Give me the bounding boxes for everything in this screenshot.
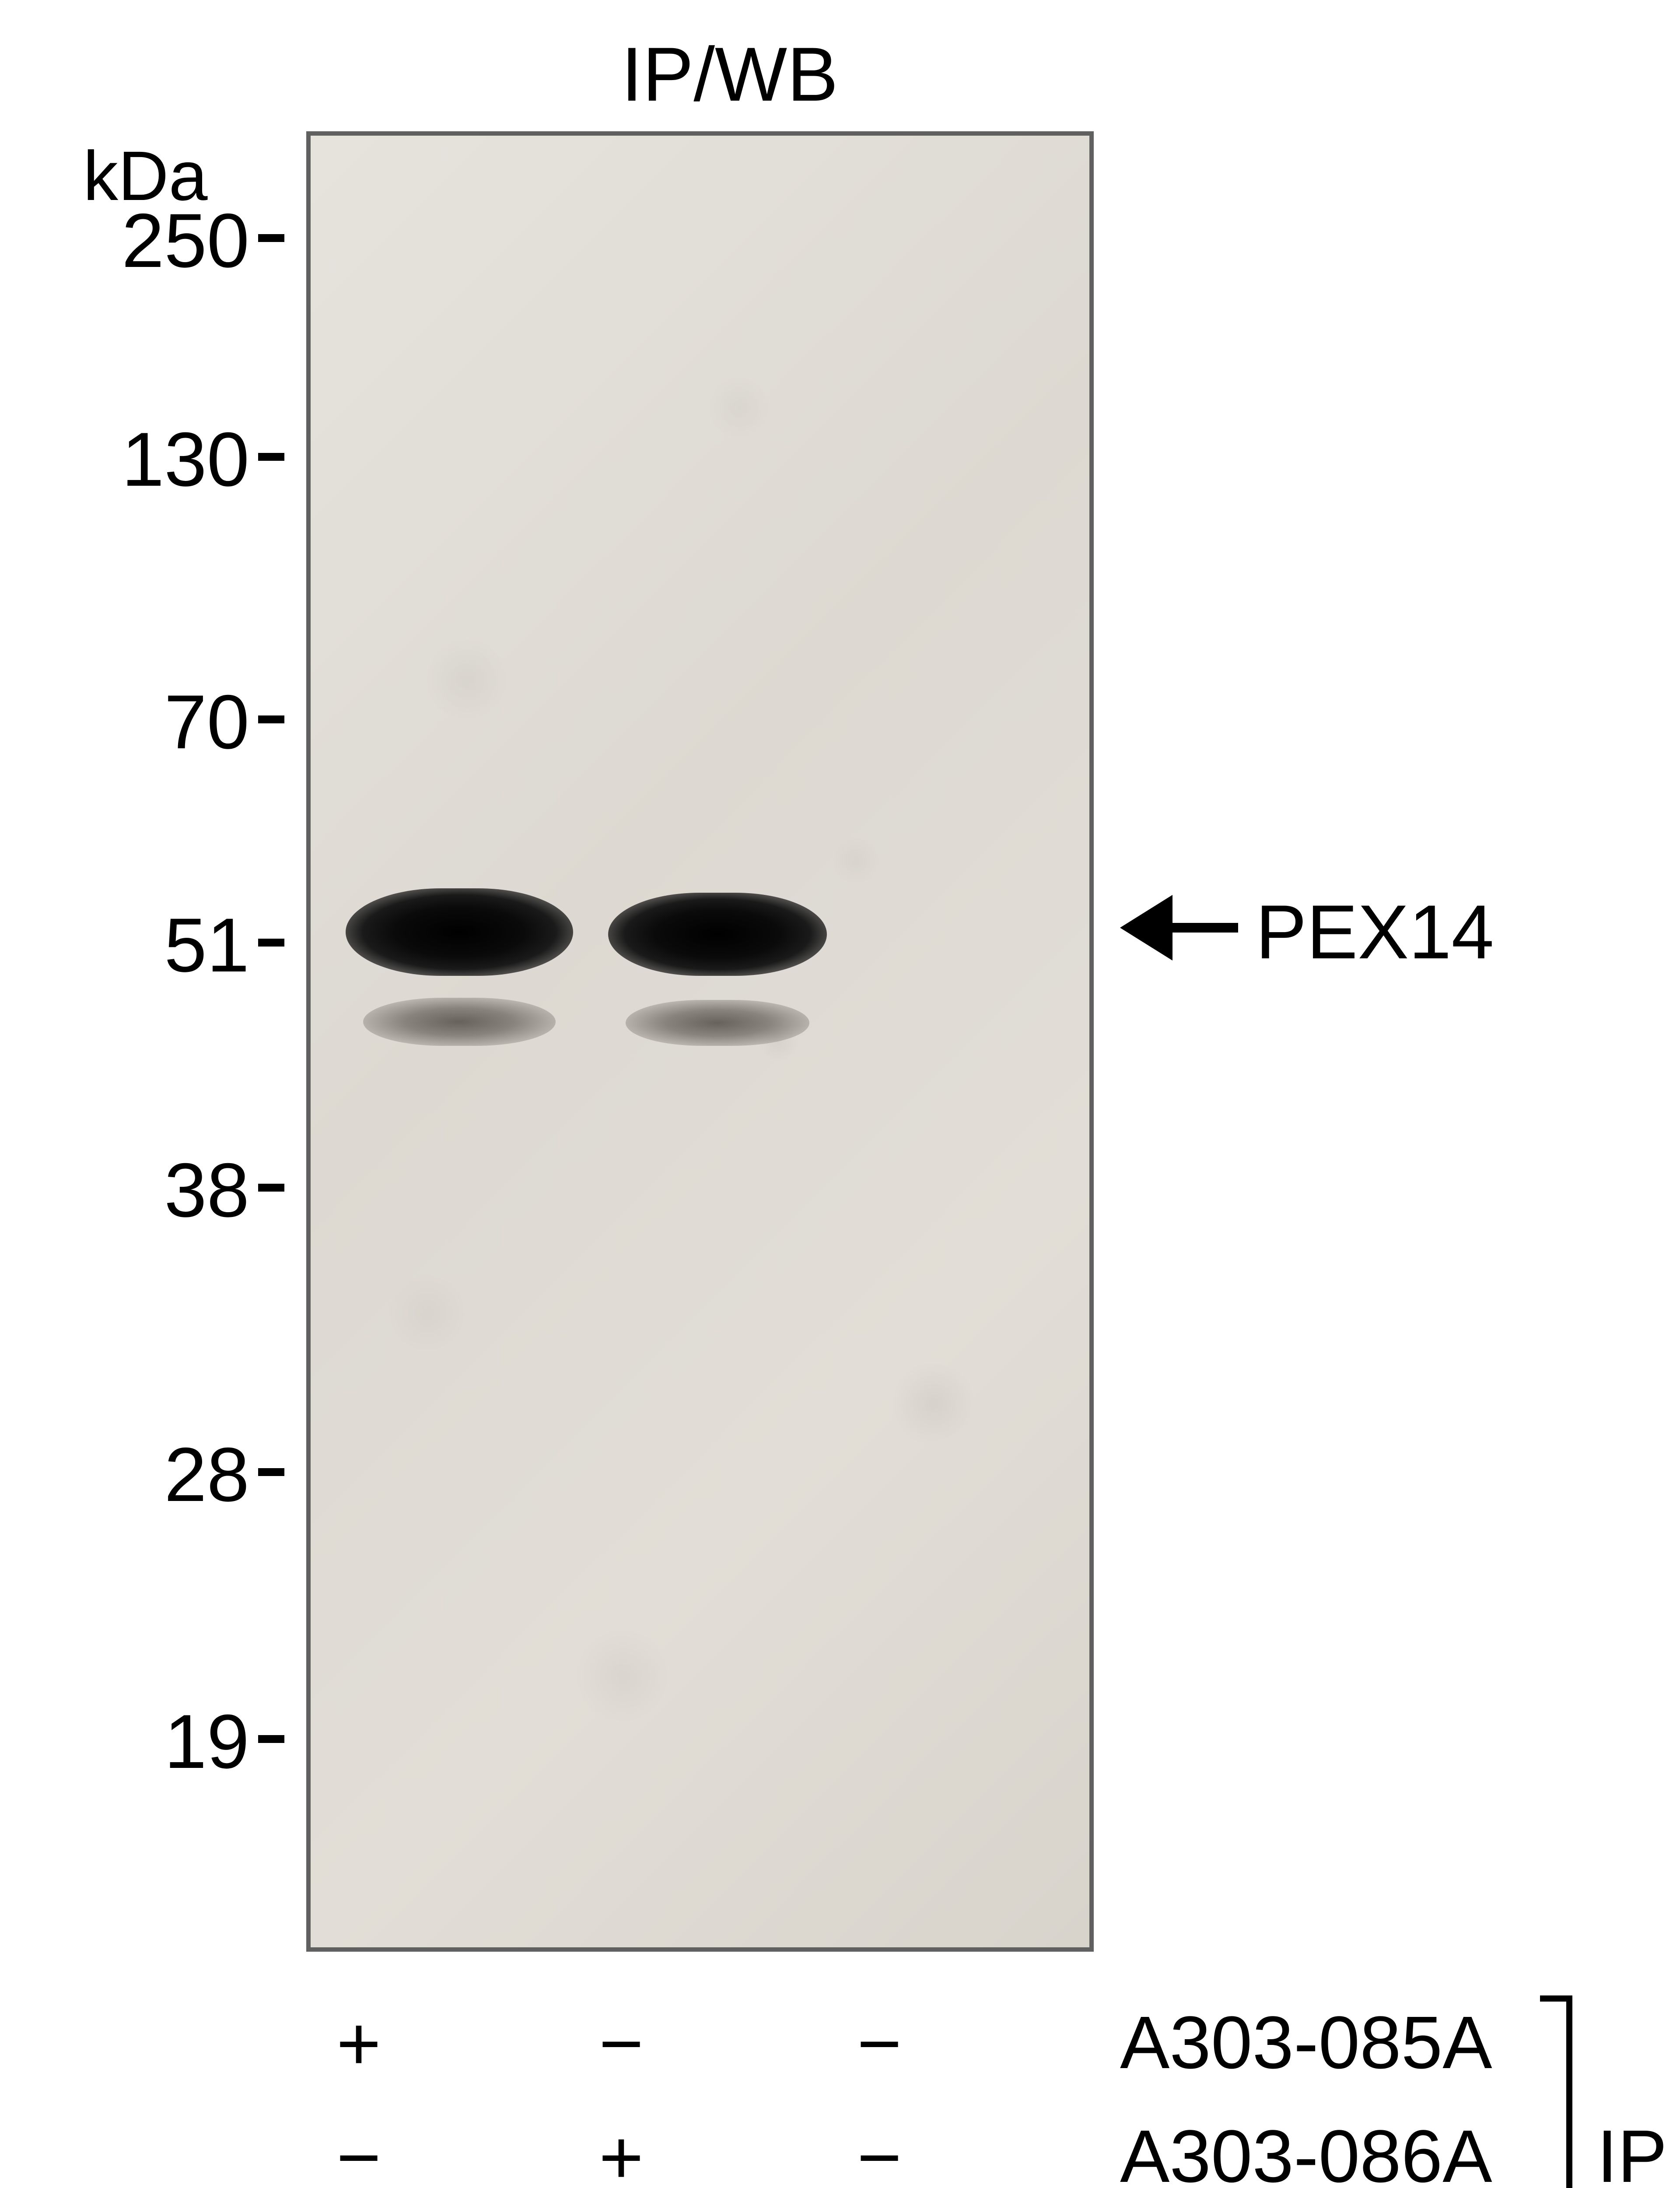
figure-container: IP/WB kDa 2501307051382819 PEX14 IP xyxy=(0,0,1680,2188)
mw-label-28: 28 xyxy=(101,1431,249,1519)
band-lane1-faint xyxy=(363,998,556,1046)
band-lane1-strong xyxy=(346,888,573,976)
ip-cell-r0-c1: − xyxy=(578,2000,665,2088)
mw-label-51: 51 xyxy=(101,901,249,989)
mw-tick-19 xyxy=(258,1735,284,1743)
mw-tick-70 xyxy=(258,715,284,723)
mw-tick-250 xyxy=(258,234,284,242)
mw-label-250: 250 xyxy=(101,197,249,285)
blot-frame xyxy=(306,131,1094,1952)
target-protein-label: PEX14 xyxy=(1256,888,1494,976)
ip-cell-r0-c2: − xyxy=(836,2000,923,2088)
mw-label-19: 19 xyxy=(101,1698,249,1786)
ip-cell-r1-c2: − xyxy=(836,2114,923,2188)
mw-tick-38 xyxy=(258,1184,284,1192)
ip-group-label: IP xyxy=(1597,2114,1667,2188)
ip-cell-r0-c0: + xyxy=(315,2000,402,2088)
ip-cell-r1-c1: + xyxy=(578,2114,665,2188)
mw-tick-130 xyxy=(258,453,284,461)
mw-label-70: 70 xyxy=(101,678,249,766)
ip-cell-r1-c0: − xyxy=(315,2114,402,2188)
band-lane2-faint xyxy=(626,1000,809,1046)
mw-label-38: 38 xyxy=(101,1147,249,1234)
bracket-vertical xyxy=(1566,1995,1572,2188)
mw-tick-51 xyxy=(258,939,284,947)
mw-label-130: 130 xyxy=(101,416,249,504)
panel-title: IP/WB xyxy=(621,31,838,119)
bracket-tick-0 xyxy=(1540,1995,1566,2002)
mw-tick-28 xyxy=(258,1468,284,1476)
band-lane2-strong xyxy=(608,893,827,976)
ip-row-label-1: A303-086A xyxy=(1120,2114,1492,2188)
target-arrow xyxy=(1111,886,1247,969)
ip-row-label-0: A303-085A xyxy=(1120,2000,1492,2086)
